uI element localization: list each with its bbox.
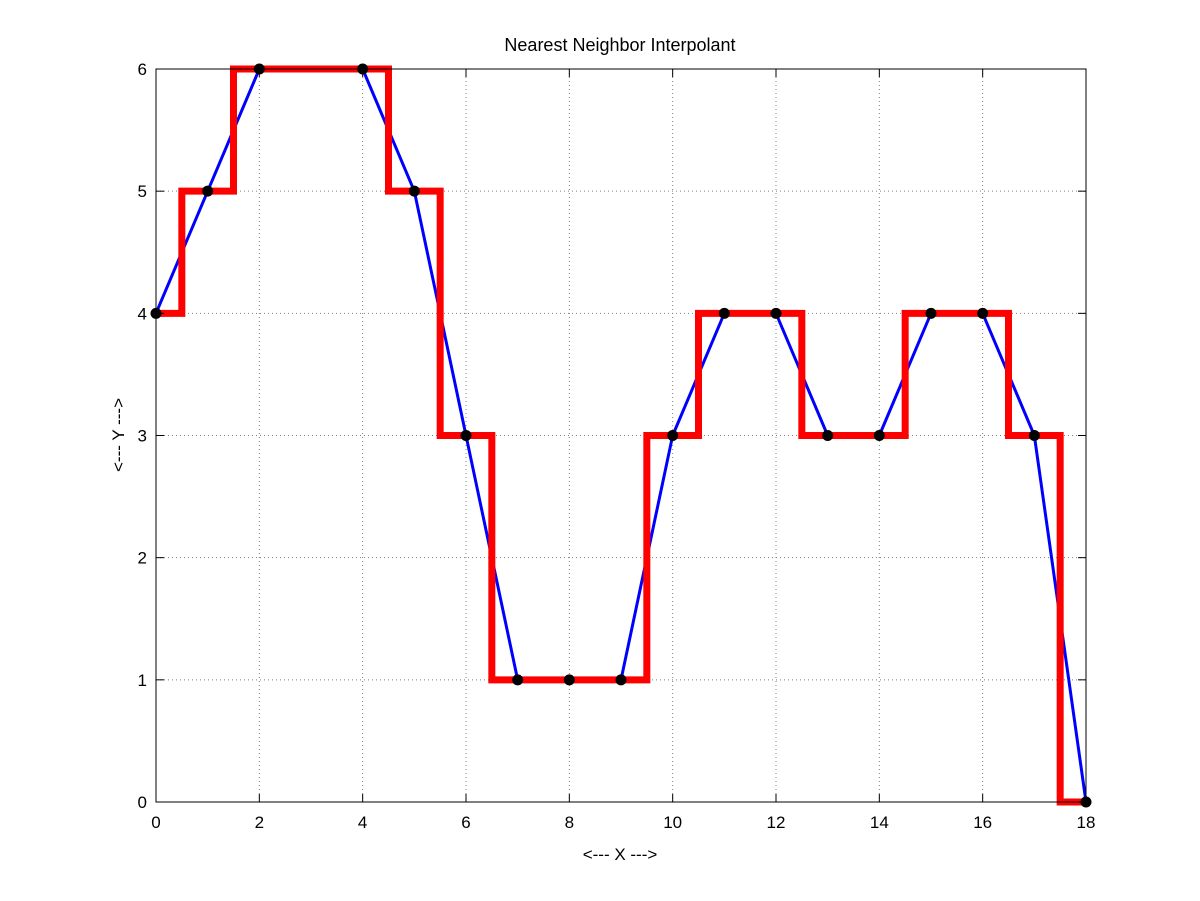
grid-layer bbox=[156, 69, 1086, 802]
x-tick-label: 10 bbox=[663, 813, 682, 832]
x-axis-label: <--- X ---> bbox=[583, 845, 658, 864]
axes-layer bbox=[155, 68, 1087, 803]
data-point-marker bbox=[512, 674, 524, 686]
x-tick-label: 6 bbox=[461, 813, 470, 832]
data-point-marker bbox=[202, 185, 214, 197]
x-tick-label: 12 bbox=[767, 813, 786, 832]
x-tick-label: 18 bbox=[1077, 813, 1096, 832]
y-tick-label: 1 bbox=[138, 671, 147, 690]
x-tick-label: 8 bbox=[565, 813, 574, 832]
data-point-marker bbox=[770, 307, 782, 319]
y-tick-label: 6 bbox=[138, 60, 147, 79]
data-point-marker bbox=[822, 430, 834, 441]
data-point-marker bbox=[460, 430, 472, 441]
y-axis-label: <--- Y ---> bbox=[109, 398, 128, 472]
y-tick-label: 0 bbox=[138, 793, 147, 812]
data-point-marker bbox=[718, 307, 730, 319]
x-tick-label: 14 bbox=[870, 813, 889, 832]
data-point-marker bbox=[563, 674, 575, 686]
data-point-marker bbox=[667, 430, 679, 441]
data-point-marker bbox=[615, 674, 627, 686]
x-tick-label: 0 bbox=[151, 813, 160, 832]
y-tick-label: 5 bbox=[138, 182, 147, 201]
chart-title: Nearest Neighbor Interpolant bbox=[504, 35, 735, 55]
data-point-marker bbox=[873, 430, 885, 441]
x-tick-label: 2 bbox=[255, 813, 264, 832]
y-tick-label: 2 bbox=[138, 549, 147, 568]
data-point-marker bbox=[1028, 430, 1040, 441]
y-tick-label: 3 bbox=[138, 427, 147, 446]
data-point-marker bbox=[977, 307, 989, 319]
data-point-marker bbox=[408, 185, 420, 197]
x-tick-label: 4 bbox=[358, 813, 367, 832]
y-tick-label: 4 bbox=[138, 304, 147, 323]
data-point-marker bbox=[925, 307, 937, 319]
x-tick-label: 16 bbox=[973, 813, 992, 832]
